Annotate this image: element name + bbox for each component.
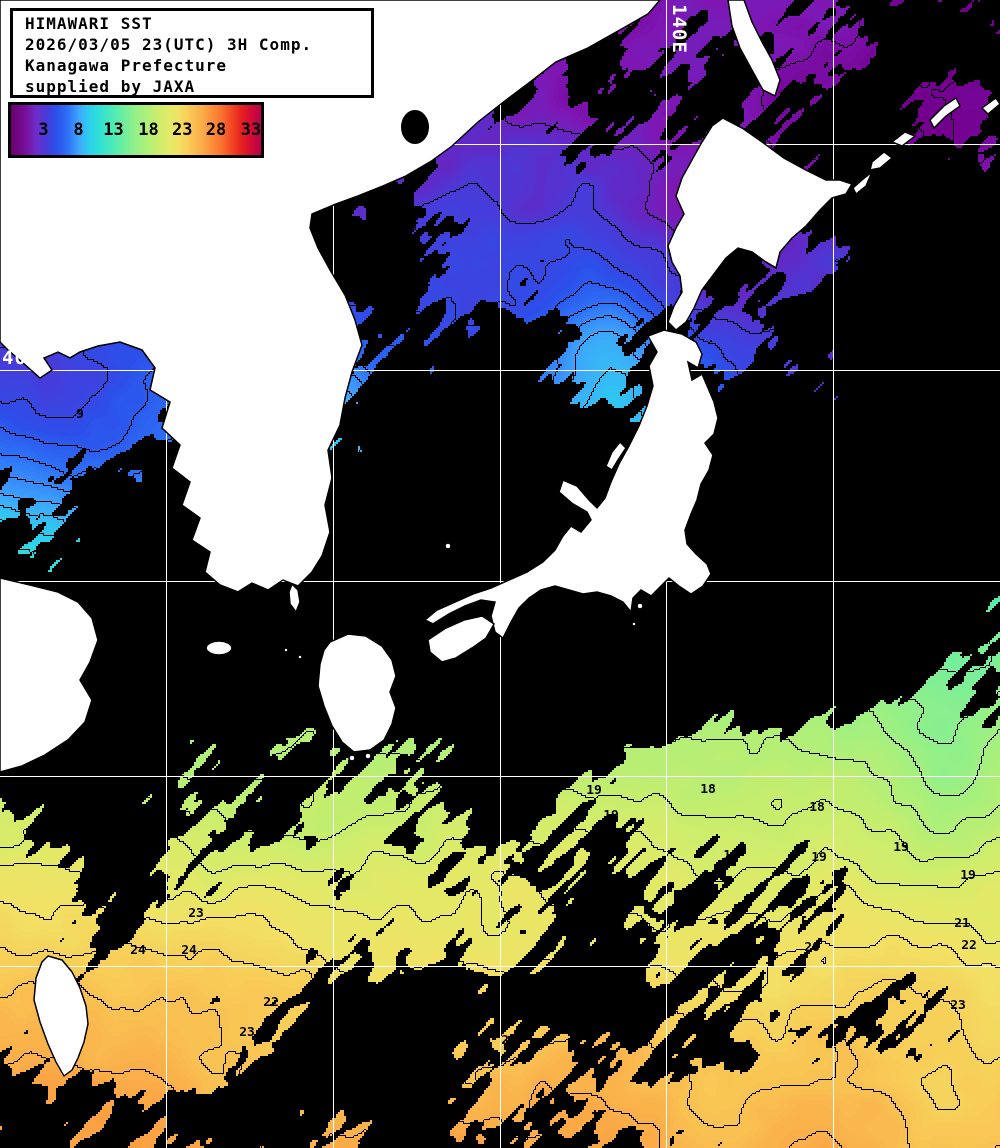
- colorbar-tick: 18: [138, 120, 159, 140]
- colorbar-tick: 13: [103, 120, 124, 140]
- colorbar-tick: 3: [38, 120, 49, 140]
- title-line-region: Kanagawa Prefecture: [25, 56, 228, 75]
- sst-colorbar: 3 8 13 18 23 28 33: [8, 102, 264, 158]
- title-line-product: HIMAWARI SST: [25, 14, 153, 33]
- latitude-gridline-label: 40N: [2, 347, 40, 369]
- title-line-datetime: 2026/03/05 23(UTC) 3H Comp.: [25, 35, 313, 54]
- colorbar-ticks: 3 8 13 18 23 28 33: [11, 105, 261, 155]
- longitude-gridline-label: 140E: [668, 4, 690, 54]
- colorbar-tick: 23: [172, 120, 193, 140]
- title-panel: HIMAWARI SST 2026/03/05 23(UTC) 3H Comp.…: [10, 8, 374, 98]
- title-line-credit: supplied by JAXA: [25, 77, 196, 96]
- colorbar-tick: 33: [240, 120, 262, 140]
- colorbar-tick: 8: [73, 120, 84, 140]
- colorbar-tick: 28: [205, 120, 227, 140]
